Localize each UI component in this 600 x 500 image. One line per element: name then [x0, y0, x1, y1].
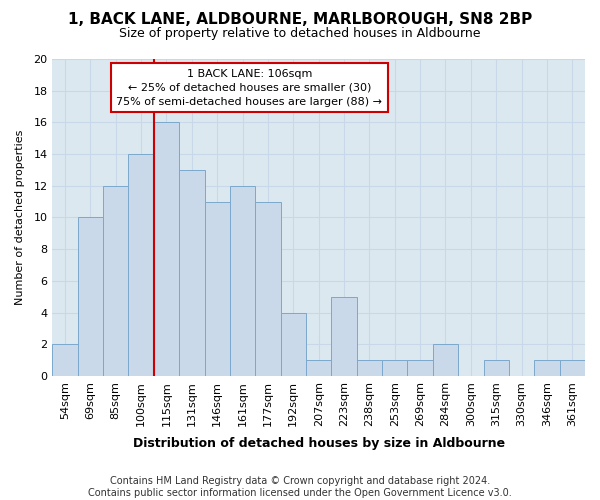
- Bar: [331, 296, 357, 376]
- Bar: [230, 186, 255, 376]
- Bar: [179, 170, 205, 376]
- Text: 1 BACK LANE: 106sqm
← 25% of detached houses are smaller (30)
75% of semi-detach: 1 BACK LANE: 106sqm ← 25% of detached ho…: [116, 68, 382, 106]
- Bar: [306, 360, 331, 376]
- Bar: [357, 360, 382, 376]
- Bar: [205, 202, 230, 376]
- Text: Contains HM Land Registry data © Crown copyright and database right 2024.
Contai: Contains HM Land Registry data © Crown c…: [88, 476, 512, 498]
- Bar: [433, 344, 458, 376]
- X-axis label: Distribution of detached houses by size in Aldbourne: Distribution of detached houses by size …: [133, 437, 505, 450]
- Bar: [534, 360, 560, 376]
- Bar: [103, 186, 128, 376]
- Bar: [281, 312, 306, 376]
- Bar: [407, 360, 433, 376]
- Text: Size of property relative to detached houses in Aldbourne: Size of property relative to detached ho…: [119, 28, 481, 40]
- Bar: [255, 202, 281, 376]
- Bar: [128, 154, 154, 376]
- Y-axis label: Number of detached properties: Number of detached properties: [15, 130, 25, 305]
- Bar: [560, 360, 585, 376]
- Bar: [154, 122, 179, 376]
- Bar: [382, 360, 407, 376]
- Text: 1, BACK LANE, ALDBOURNE, MARLBOROUGH, SN8 2BP: 1, BACK LANE, ALDBOURNE, MARLBOROUGH, SN…: [68, 12, 532, 28]
- Bar: [52, 344, 77, 376]
- Bar: [484, 360, 509, 376]
- Bar: [77, 218, 103, 376]
